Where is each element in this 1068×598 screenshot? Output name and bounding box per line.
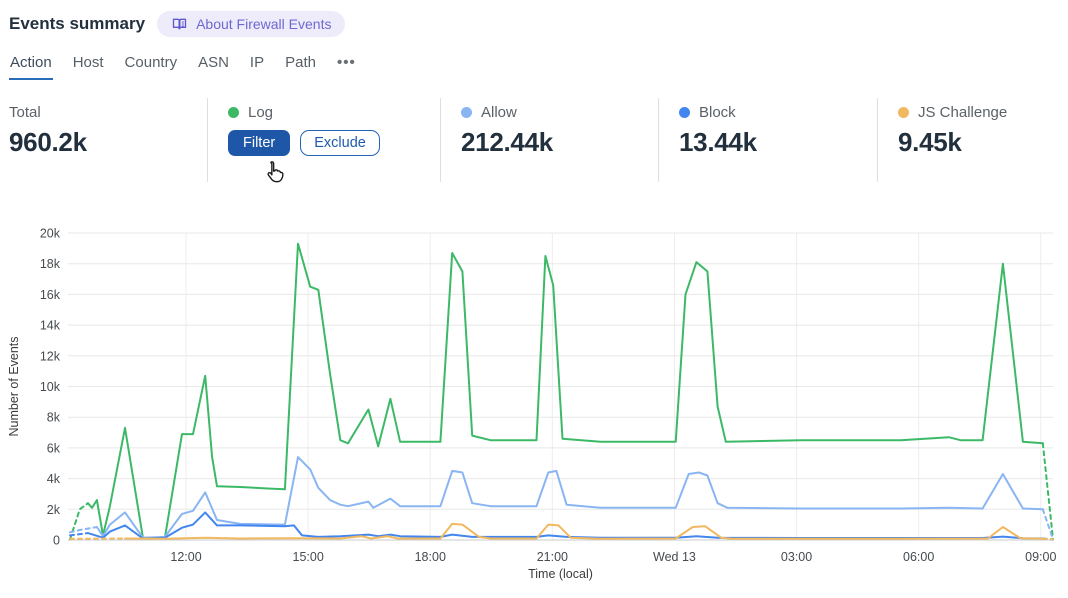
stat-block-header: Block bbox=[679, 104, 877, 121]
svg-text:10k: 10k bbox=[40, 380, 61, 394]
svg-text:06:00: 06:00 bbox=[903, 550, 934, 564]
stat-js-challenge-header: JS Challenge bbox=[898, 104, 1068, 121]
stat-block-value: 13.44k bbox=[679, 127, 757, 157]
svg-text:Wed 13: Wed 13 bbox=[653, 550, 696, 564]
events-time-series-chart[interactable]: 12:00 15:00 18:00 21:00 Wed 13 03:00 06:00 09:0… bbox=[0, 218, 1068, 591]
svg-text:18:00: 18:00 bbox=[415, 550, 446, 564]
stat-log-label: Log bbox=[248, 104, 274, 121]
log-hover-actions: Filter Exclude bbox=[228, 130, 440, 156]
svg-text:4k: 4k bbox=[47, 472, 61, 486]
filter-button[interactable]: Filter bbox=[228, 130, 291, 156]
stat-js-challenge-value: 9.45k bbox=[898, 127, 962, 157]
svg-text:8k: 8k bbox=[47, 411, 61, 425]
svg-text:12:00: 12:00 bbox=[170, 550, 201, 564]
svg-text:14k: 14k bbox=[40, 319, 61, 333]
about-badge-label: About Firewall Events bbox=[196, 16, 332, 32]
stat-allow-value: 212.44k bbox=[461, 127, 553, 157]
allow-legend-dot bbox=[461, 107, 472, 118]
stat-js-challenge-label: JS Challenge bbox=[918, 104, 1008, 121]
tab-country[interactable]: Country bbox=[124, 54, 179, 80]
stats-row: Total 960.2k Log Filter Exclude Allow 21… bbox=[0, 98, 1068, 182]
tab-path[interactable]: Path bbox=[284, 54, 317, 80]
svg-text:12k: 12k bbox=[40, 349, 61, 363]
svg-text:6k: 6k bbox=[47, 441, 61, 455]
stat-js-challenge: JS Challenge 9.45k bbox=[877, 98, 1068, 182]
stat-total: Total 960.2k bbox=[9, 98, 207, 182]
svg-text:15:00: 15:00 bbox=[293, 550, 324, 564]
block-legend-dot bbox=[679, 107, 690, 118]
stat-allow-label: Allow bbox=[481, 104, 517, 121]
exclude-button[interactable]: Exclude bbox=[300, 130, 380, 156]
js-challenge-legend-dot bbox=[898, 107, 909, 118]
stat-total-value: 960.2k bbox=[9, 127, 87, 157]
stat-log: Log Filter Exclude bbox=[207, 98, 440, 182]
stat-total-label: Total bbox=[9, 104, 41, 121]
tab-asn[interactable]: ASN bbox=[197, 54, 230, 80]
book-icon bbox=[171, 16, 188, 32]
svg-text:Time (local): Time (local) bbox=[528, 567, 593, 581]
about-firewall-events-link[interactable]: About Firewall Events bbox=[157, 11, 346, 37]
tab-host[interactable]: Host bbox=[72, 54, 105, 80]
stat-log-header: Log bbox=[228, 104, 440, 121]
page-header: Events summary About Firewall Events bbox=[0, 0, 1068, 38]
svg-text:Number of Events: Number of Events bbox=[7, 336, 21, 436]
svg-text:03:00: 03:00 bbox=[781, 550, 812, 564]
svg-text:09:00: 09:00 bbox=[1025, 550, 1056, 564]
stat-allow: Allow 212.44k bbox=[440, 98, 658, 182]
svg-text:0: 0 bbox=[53, 534, 60, 548]
events-chart-container: 12:00 15:00 18:00 21:00 Wed 13 03:00 06:00 09:0… bbox=[0, 218, 1068, 596]
stat-block: Block 13.44k bbox=[658, 98, 877, 182]
svg-text:21:00: 21:00 bbox=[537, 550, 568, 564]
stat-block-label: Block bbox=[699, 104, 736, 121]
page-title: Events summary bbox=[9, 14, 146, 33]
dimension-tabs: Action Host Country ASN IP Path ••• bbox=[9, 54, 1068, 80]
svg-text:18k: 18k bbox=[40, 257, 61, 271]
tab-action[interactable]: Action bbox=[9, 54, 53, 80]
svg-text:2k: 2k bbox=[47, 503, 61, 517]
tabs-more-button[interactable]: ••• bbox=[336, 54, 357, 80]
stat-allow-header: Allow bbox=[461, 104, 658, 121]
tab-ip[interactable]: IP bbox=[249, 54, 265, 80]
log-legend-dot bbox=[228, 107, 239, 118]
svg-text:20k: 20k bbox=[40, 227, 61, 241]
svg-text:16k: 16k bbox=[40, 288, 61, 302]
